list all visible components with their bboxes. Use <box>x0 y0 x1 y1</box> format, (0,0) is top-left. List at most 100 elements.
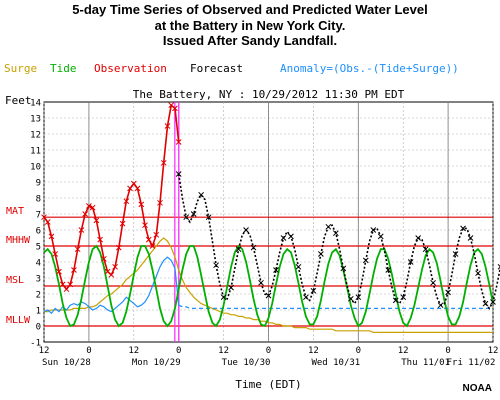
observation-point <box>115 244 122 251</box>
x-tick-label: 0 <box>86 346 91 356</box>
forecast-point <box>355 294 362 301</box>
forecast-point <box>213 262 219 269</box>
forecast-point <box>400 294 407 301</box>
forecast-point <box>407 259 414 265</box>
title-line-2: at the Battery in New York City. <box>154 17 346 33</box>
x-tick-label: 0 <box>176 346 181 356</box>
x-tick-label: 0 <box>266 346 271 356</box>
observation-point <box>63 286 70 293</box>
x-tick-label: 12 <box>488 346 499 356</box>
forecast-point <box>385 267 392 273</box>
forecast-point <box>318 251 324 257</box>
y-tick-label: 2 <box>36 291 41 301</box>
forecast-point <box>430 279 436 286</box>
legend-observation: Observation <box>94 62 167 75</box>
observation-point <box>123 198 130 205</box>
forecast-point <box>175 171 182 177</box>
y-tick-label: 7 <box>36 211 41 221</box>
legend-tide: Tide <box>50 62 77 75</box>
observation-point <box>67 281 74 288</box>
y-tick-label: 14 <box>30 99 41 109</box>
y-tick-label: 8 <box>36 195 41 205</box>
title-line-3: Issued After Sandy Landfall. <box>162 33 338 48</box>
forecast-point <box>310 287 317 294</box>
forecast-point <box>258 279 264 286</box>
y-tick-label: 3 <box>36 275 41 285</box>
forecast-point <box>347 295 354 302</box>
forecast-point <box>490 299 496 305</box>
forecast-point <box>250 244 257 251</box>
forecast-point <box>332 230 339 237</box>
observation-point <box>59 281 66 288</box>
chart-title-block: 5-day Time Series of Observed and Predic… <box>0 2 500 49</box>
legend-forecast: Forecast <box>190 62 243 75</box>
forecast-point <box>183 214 190 221</box>
observation-point <box>101 255 107 262</box>
y-tick-label: 4 <box>36 259 41 269</box>
observation-point <box>153 231 160 238</box>
forecast-point <box>340 265 347 272</box>
x-axis-label: Time (EDT) <box>235 378 301 391</box>
datum-label-mllw: MLLW <box>6 315 31 326</box>
observation-point <box>78 227 85 233</box>
observation-point <box>127 185 133 192</box>
datum-label-mhhw: MHHW <box>6 235 31 246</box>
forecast-point <box>415 235 422 241</box>
y-tick-label: 11 <box>30 147 41 157</box>
y-tick-label: 5 <box>36 243 41 253</box>
forecast-point <box>303 294 309 301</box>
legend: Surge Tide Observation Forecast Anomaly=… <box>0 62 500 76</box>
observation-point <box>74 246 81 253</box>
forecast-point <box>497 263 500 270</box>
y-tick-label: 9 <box>36 179 41 189</box>
y-tick-label: 12 <box>30 131 41 141</box>
observation-point <box>130 180 137 187</box>
surge-line <box>44 237 493 333</box>
chart-subtitle: The Battery, NY : 10/29/2012 11:30 PM ED… <box>133 88 405 101</box>
y-tick-label: 0 <box>36 323 41 333</box>
observation-point <box>97 236 103 243</box>
observation-point <box>86 203 92 209</box>
forecast-point <box>228 284 234 291</box>
datum-label-mat: MAT <box>6 206 24 217</box>
x-tick-label: 0 <box>356 346 361 356</box>
forecast-point <box>482 300 489 307</box>
legend-anomaly: Anomaly=(Obs.-(Tide+Surge)) <box>280 62 459 75</box>
observation-point <box>41 214 47 221</box>
forecast-point <box>392 297 399 304</box>
forecast-point <box>475 270 481 277</box>
observation-point <box>44 219 51 225</box>
y-tick-label: 13 <box>30 115 41 125</box>
y-tick-label: 6 <box>36 227 41 237</box>
observation-point <box>52 251 59 257</box>
day-label: Wed 10/31 <box>311 358 360 368</box>
observation-point <box>82 211 89 217</box>
forecast-line <box>177 173 500 310</box>
y-tick-label: -1 <box>30 339 41 349</box>
observation-point <box>71 267 77 273</box>
forecast-point <box>220 294 227 301</box>
observation-point <box>142 222 148 229</box>
day-label: Tue 10/30 <box>222 358 271 368</box>
forecast-point <box>280 235 287 241</box>
observation-point <box>164 123 171 129</box>
forecast-point <box>325 223 332 230</box>
y-tick-label: 1 <box>36 307 41 317</box>
y-tick-label: 10 <box>30 163 41 173</box>
forecast-point <box>265 292 272 299</box>
x-tick-label: 0 <box>445 346 450 356</box>
x-tick-label: 12 <box>308 346 319 356</box>
anomaly-forecast-line <box>178 304 493 310</box>
forecast-point <box>445 289 451 296</box>
forecast-point <box>243 227 249 233</box>
observation-point <box>172 105 178 112</box>
observation-point <box>48 233 55 240</box>
forecast-point <box>370 227 377 233</box>
observation-point <box>160 159 167 166</box>
forecast-point <box>377 233 384 240</box>
x-tick-label: 12 <box>128 346 139 356</box>
tide-line <box>43 244 494 328</box>
legend-surge: Surge <box>4 62 38 75</box>
observation-point <box>175 139 182 145</box>
